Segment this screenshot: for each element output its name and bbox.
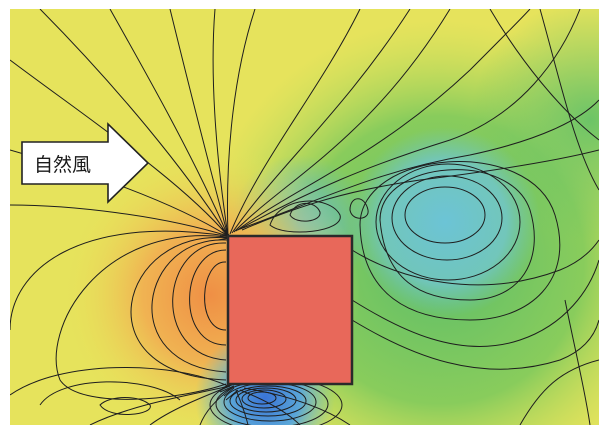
building <box>228 236 352 384</box>
wind-label: 自然風 <box>34 154 91 176</box>
building-outline <box>226 234 354 386</box>
right-arrow-icon <box>21 122 150 204</box>
